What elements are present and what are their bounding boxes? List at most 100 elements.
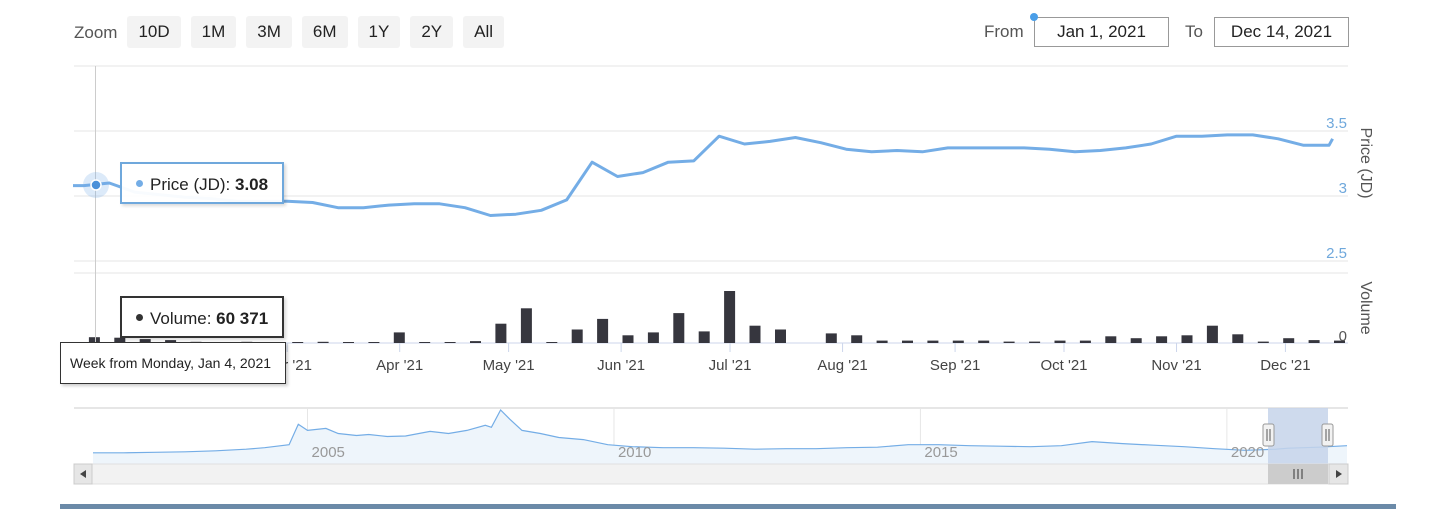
volume-bar: [1130, 338, 1142, 343]
volume-bar: [952, 340, 964, 343]
x-tick-label: Apr '21: [376, 357, 423, 374]
volume-bar: [749, 325, 761, 343]
navigator-selection[interactable]: [1268, 408, 1328, 464]
volume-bar: [647, 332, 659, 343]
navigator-left-handle[interactable]: [1262, 423, 1275, 447]
zoom-button-1m[interactable]: 1M: [190, 16, 237, 48]
navigator-x-axis: 2005 2010 2015 2020: [312, 444, 1265, 461]
price-y-tick: 2.5: [1326, 245, 1347, 262]
volume-bar: [673, 313, 685, 343]
volume-bar: [292, 342, 304, 343]
price-gridlines: [74, 130, 1348, 262]
zoom-label: Zoom: [74, 23, 118, 42]
arrow-left-icon: [80, 470, 86, 478]
from-label: From: [984, 22, 1024, 41]
right-handle-grip[interactable]: [1321, 423, 1334, 447]
scrollbar-track[interactable]: [73, 463, 1349, 485]
volume-bar: [597, 318, 609, 343]
x-tick-label: Sep '21: [930, 357, 980, 374]
volume-bullet-icon: [136, 314, 143, 322]
zoom-button-3m[interactable]: 3M: [246, 16, 292, 48]
to-label: To: [1185, 22, 1203, 41]
navigator-series-area: [93, 410, 1347, 464]
arrow-right-icon: [1336, 470, 1342, 478]
volume-bar: [698, 331, 710, 343]
price-bullet-icon: [136, 180, 143, 188]
zoom-button-6m[interactable]: 6M: [301, 16, 348, 48]
zoom-button-all[interactable]: All: [463, 16, 505, 48]
navigator-x-tick-label: 2010: [618, 444, 651, 461]
volume-bar: [520, 308, 532, 343]
volume-y-axis-label: Volume: [1357, 281, 1374, 334]
volume-bar: [495, 323, 507, 343]
volume-bar: [571, 329, 583, 343]
volume-bar: [902, 340, 913, 343]
x-tick-label: Dec '21: [1260, 357, 1310, 374]
hover-marker: [90, 179, 102, 191]
price-y-axis-label: Price (JD): [1357, 127, 1374, 198]
date-x-axis: Mar '21 Apr '21 May '21 Jun '21 Jul '21 Aug '…: [262, 343, 1311, 374]
volume-bar: [368, 342, 380, 343]
volume-bar: [1283, 338, 1295, 343]
volume-bar: [775, 329, 786, 343]
price-tooltip: Price (JD): 3.08: [120, 162, 285, 204]
volume-bar: [1232, 334, 1244, 343]
volume-bar: [470, 341, 481, 343]
price-y-tick: 3: [1339, 180, 1347, 197]
volume-bar: [825, 333, 837, 343]
volume-bar: [393, 332, 405, 343]
navigator-right-handle[interactable]: [1321, 423, 1334, 447]
zoom-button-10d[interactable]: 10D: [127, 16, 181, 48]
volume-bar: [419, 342, 431, 343]
volume-bar: [546, 342, 558, 343]
volume-bar: [1181, 335, 1193, 343]
volume-bar: [165, 340, 177, 343]
volume-bar: [1334, 340, 1345, 343]
from-date-input[interactable]: Jan 1, 2021: [1034, 17, 1169, 47]
left-handle-grip[interactable]: [1262, 423, 1275, 447]
week-tooltip: Week from Monday, Jan 4, 2021: [60, 342, 286, 384]
volume-bar: [444, 342, 456, 343]
price-tooltip-label: Price (JD):: [150, 175, 235, 194]
x-tick-label: Nov '21: [1151, 357, 1201, 374]
volume-tooltip: Volume: 60 371: [120, 296, 285, 338]
to-date-input[interactable]: Dec 14, 2021: [1214, 17, 1349, 47]
x-tick-label: Jul '21: [709, 357, 752, 374]
scrollbar[interactable]: [73, 463, 1349, 485]
volume-bar: [1003, 341, 1015, 343]
volume-bar: [851, 335, 863, 343]
volume-bars: [88, 291, 1345, 343]
zoom-button-2y[interactable]: 2Y: [410, 16, 454, 48]
volume-bar: [876, 340, 888, 343]
x-tick-label: Oct '21: [1040, 357, 1087, 374]
volume-bar: [1156, 336, 1168, 343]
volume-bar: [1206, 325, 1218, 343]
volume-bar: [978, 340, 990, 343]
date-picker-dot-icon: [1030, 13, 1038, 21]
volume-bar: [114, 337, 126, 343]
volume-bar: [927, 340, 939, 343]
volume-tooltip-value: 60 371: [216, 309, 269, 328]
price-y-axis: 2.5 3 3.5: [1326, 115, 1347, 262]
x-tick-label: May '21: [483, 357, 535, 374]
price-y-tick: 3.5: [1326, 115, 1347, 132]
volume-bar: [1054, 340, 1066, 343]
navigator: 2005 2010 2015 2020: [74, 407, 1348, 464]
volume-bar: [724, 291, 736, 343]
price-tooltip-value: 3.08: [235, 175, 269, 194]
bottom-divider: [60, 504, 1396, 509]
navigator-x-tick-label: 2015: [924, 444, 957, 461]
volume-bar: [343, 342, 354, 343]
x-tick-label: Aug '21: [817, 357, 867, 374]
navigator-x-tick-label: 2005: [312, 444, 345, 461]
volume-bar: [139, 339, 151, 343]
zoom-button-1y[interactable]: 1Y: [357, 16, 401, 48]
zoom-selector: Zoom 10D 1M 3M 6M 1Y 2Y All: [74, 16, 514, 48]
volume-bar: [622, 335, 634, 343]
navigator-x-tick-label: 2020: [1231, 444, 1264, 461]
volume-bar: [88, 337, 100, 343]
volume-bar: [1079, 340, 1091, 343]
volume-y-tick-0: 0: [1339, 328, 1347, 345]
volume-bar: [1308, 340, 1320, 343]
